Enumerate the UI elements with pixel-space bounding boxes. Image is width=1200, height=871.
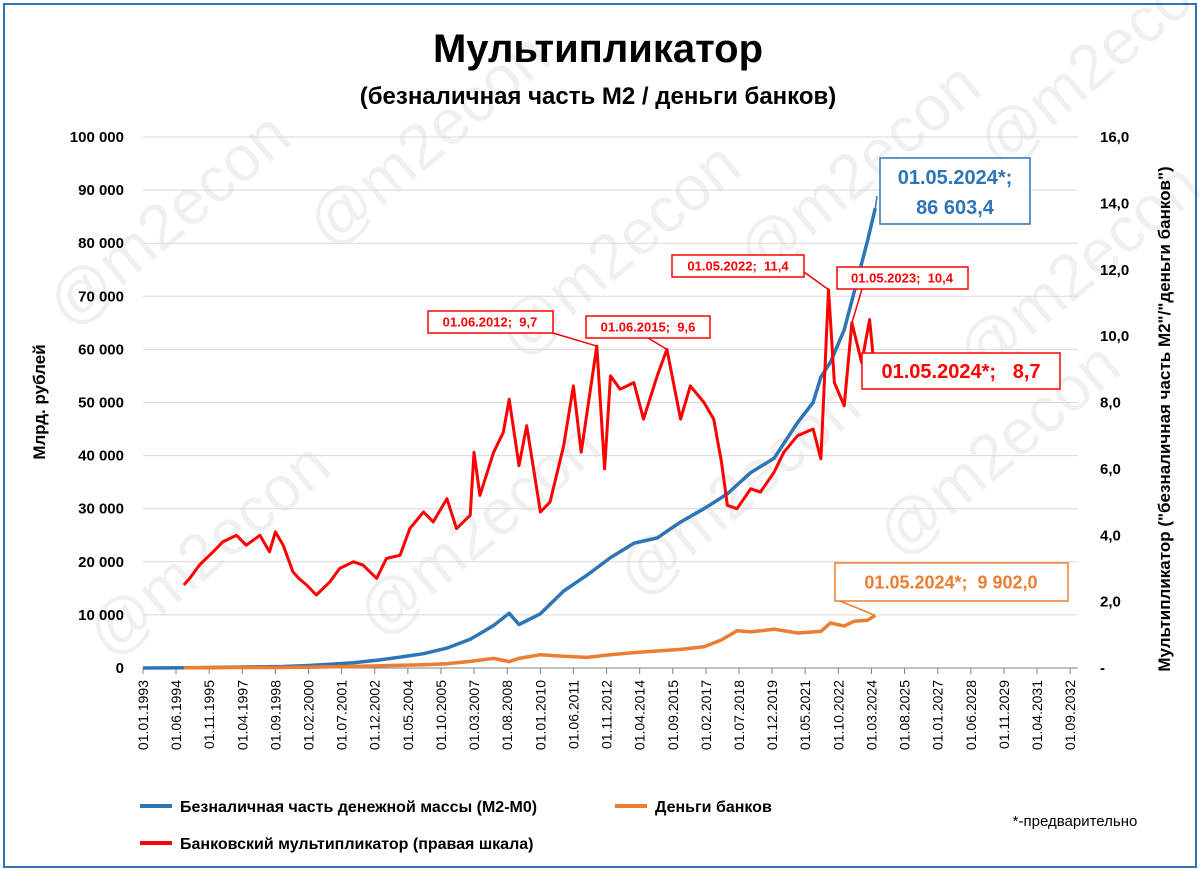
x-tick-label: 01.09.1998	[267, 680, 283, 750]
x-tick-label: 01.04.2031	[1029, 680, 1045, 750]
x-tick-label: 01.08.2025	[897, 680, 913, 750]
annotation-leader	[552, 332, 598, 347]
y-left-tick-label: 100 000	[70, 129, 124, 146]
y-left-tick-label: 20 000	[78, 554, 124, 571]
annotation-label: 01.05.2024*; 8,7	[881, 361, 1040, 383]
annotation-box	[879, 157, 1031, 225]
legend-label-1: Безналичная часть денежной массы (М2-М0)	[180, 799, 537, 816]
y-axis-left-label: Млрд. рублей	[30, 344, 49, 459]
y-left-tick-label: 30 000	[78, 501, 124, 518]
series-line-1	[142, 207, 878, 670]
annotation-box	[834, 562, 1069, 602]
x-tick-label: 01.06.2011	[565, 680, 581, 749]
annotation-label: 01.06.2015; 9,6	[601, 320, 696, 335]
x-tick-label: 01.05.2021	[797, 680, 813, 750]
y-right-tick-label: -	[1100, 660, 1105, 677]
x-tick-label: 01.06.2028	[963, 680, 979, 750]
x-tick-label: 01.09.2032	[1062, 680, 1078, 750]
annotation-box	[671, 254, 805, 278]
x-tick-label: 01.10.2005	[433, 680, 449, 750]
y-left-tick-label: 50 000	[78, 395, 124, 412]
x-tick-label: 01.03.2007	[466, 680, 482, 750]
y-right-tick-label: 12,0	[1100, 262, 1129, 279]
chart-frame	[3, 3, 1197, 868]
annotation-leader	[647, 337, 668, 351]
legend-label-3: Банковский мультипликатор (правая шкала)	[180, 836, 533, 853]
x-tick-label: 01.11.2029	[996, 680, 1012, 749]
y-left-tick-label: 10 000	[78, 607, 124, 624]
series-line-2	[183, 613, 877, 670]
x-tick-label: 01.01.2027	[930, 680, 946, 750]
y-axis-left: 0 10 000 20 000 30 000 40 000 50 000 60 000 70 …	[70, 129, 124, 677]
y-left-tick-label: 0	[116, 660, 124, 677]
annotation-box	[585, 315, 711, 339]
watermark: @m2econ	[343, 407, 613, 650]
y-right-tick-label: 16,0	[1100, 129, 1129, 146]
x-tick-label: 01.11.1995	[201, 680, 217, 749]
y-left-tick-label: 80 000	[78, 235, 124, 252]
y-right-tick-label: 6,0	[1100, 461, 1121, 478]
x-tick-label: 01.10.2022	[830, 680, 846, 750]
x-tick-label: 01.02.2017	[698, 680, 714, 750]
legend: Безналичная часть денежной массы (М2-М0)…	[140, 799, 772, 853]
x-tick-label: 01.11.2012	[599, 680, 615, 749]
x-axis: 01.01.1993 01.06.1994 01.11.1995 01.04.1997…	[135, 667, 1078, 750]
annotation-box	[836, 266, 969, 290]
chart-title: Мультипликатор	[433, 27, 763, 71]
annotation-label: 01.05.2024*; 9 902,0	[864, 572, 1037, 592]
x-tick-label: 01.02.2000	[301, 680, 317, 750]
y-right-tick-label: 10,0	[1100, 328, 1129, 345]
grid-lines	[143, 136, 1078, 669]
y-axis-right: - 2,0 4,0 6,0 8,0 10,0 12,0 14,0 16,0	[1100, 129, 1129, 677]
x-tick-label: 01.01.1993	[135, 680, 151, 750]
x-tick-label: 01.09.2015	[665, 680, 681, 750]
x-tick-label: 01.04.2014	[632, 680, 648, 750]
y-left-tick-label: 60 000	[78, 341, 124, 358]
annotation-leader	[874, 195, 878, 209]
annotation-label: 01.05.2023; 10,4	[851, 271, 954, 286]
y-right-tick-label: 8,0	[1100, 395, 1121, 412]
chart-subtitle: (безналичная часть М2 / деньги банков)	[360, 83, 837, 110]
annotations: 01.05.2024*; 86 603,4 01.05.2024*; 9 902,0…	[427, 157, 1069, 617]
x-tick-label: 01.07.2018	[731, 680, 747, 750]
series-lines	[142, 207, 878, 670]
x-tick-label: 01.12.2002	[367, 680, 383, 750]
annotation-leader	[851, 288, 863, 324]
y-right-tick-label: 4,0	[1100, 527, 1121, 544]
y-right-tick-label: 14,0	[1100, 195, 1129, 212]
legend-label-2: Деньги банков	[655, 799, 772, 816]
x-tick-label: 01.05.2004	[400, 680, 416, 750]
annotation-label: 01.06.2012; 9,7	[443, 315, 538, 330]
annotation-box	[427, 310, 554, 334]
x-tick-label: 01.07.2001	[334, 680, 350, 750]
y-right-tick-label: 2,0	[1100, 594, 1121, 611]
series-line-3	[182, 288, 877, 597]
y-left-tick-label: 70 000	[78, 288, 124, 305]
y-left-tick-label: 90 000	[78, 182, 124, 199]
annotation-label: 01.05.2024*;	[898, 167, 1013, 189]
watermark: @m2econ	[603, 367, 873, 610]
annotation-leader	[803, 271, 829, 291]
x-tick-label: 01.06.1994	[168, 680, 184, 750]
x-tick-label: 01.04.1997	[234, 680, 250, 750]
annotation-label: 01.05.2022; 11,4	[687, 259, 789, 274]
footnote: *-предварительно	[1013, 813, 1138, 830]
annotation-box	[861, 352, 1061, 390]
annotation-value: 86 603,4	[916, 197, 995, 219]
y-left-tick-label: 40 000	[78, 448, 124, 465]
x-tick-label: 01.03.2024	[863, 680, 879, 750]
x-tick-label: 01.08.2008	[499, 680, 515, 750]
x-tick-label: 01.01.2010	[532, 680, 548, 750]
x-tick-label: 01.12.2019	[764, 680, 780, 750]
y-axis-right-label: Мультипликатор ("безналичная часть М2"/"…	[1155, 166, 1174, 671]
